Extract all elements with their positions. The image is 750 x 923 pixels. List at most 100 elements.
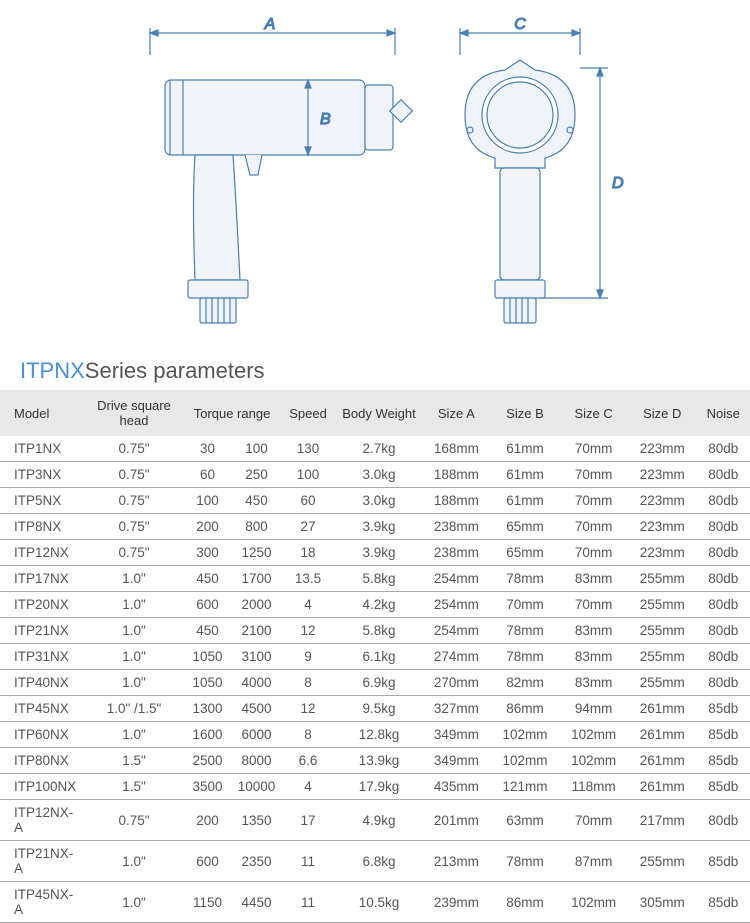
cell-noise: 85db <box>697 696 750 722</box>
cell-speed: 60 <box>280 488 336 514</box>
tool-diagram: A B <box>0 0 750 350</box>
cell-noise: 80db <box>697 540 750 566</box>
cell-torque: 350010000 <box>184 774 280 800</box>
col-size-d: Size D <box>628 390 697 436</box>
cell-weight: 3.0kg <box>336 462 422 488</box>
col-noise: Noise <box>697 390 750 436</box>
cell-size-c: 70mm <box>559 592 628 618</box>
cell-speed: 11 <box>280 882 336 923</box>
cell-drive: 0.75" <box>84 540 184 566</box>
cell-weight: 9.5kg <box>336 696 422 722</box>
cell-drive: 0.75" <box>84 514 184 540</box>
cell-noise: 80db <box>697 670 750 696</box>
cell-size-c: 102mm <box>559 882 628 923</box>
cell-size-d: 223mm <box>628 436 697 462</box>
cell-size-d: 223mm <box>628 540 697 566</box>
cell-size-d: 223mm <box>628 514 697 540</box>
cell-size-d: 255mm <box>628 670 697 696</box>
cell-size-a: 201mm <box>422 800 491 841</box>
cell-drive: 1.5" <box>84 748 184 774</box>
cell-size-d: 261mm <box>628 722 697 748</box>
cell-size-c: 87mm <box>559 841 628 882</box>
cell-size-a: 188mm <box>422 462 491 488</box>
cell-weight: 6.8kg <box>336 841 422 882</box>
cell-size-d: 255mm <box>628 644 697 670</box>
table-row: ITP31NX1.0"1050310096.1kg274mm78mm83mm25… <box>0 644 750 670</box>
table-row: ITP100NX1.5"350010000417.9kg435mm121mm11… <box>0 774 750 800</box>
cell-speed: 17 <box>280 800 336 841</box>
cell-weight: 10.5kg <box>336 882 422 923</box>
cell-model: ITP20NX <box>0 592 84 618</box>
cell-size-b: 102mm <box>491 722 560 748</box>
cell-size-c: 70mm <box>559 436 628 462</box>
cell-torque: 2001350 <box>184 800 280 841</box>
cell-speed: 12 <box>280 696 336 722</box>
cell-size-c: 70mm <box>559 514 628 540</box>
cell-weight: 12.8kg <box>336 722 422 748</box>
cell-noise: 80db <box>697 644 750 670</box>
cell-size-a: 238mm <box>422 540 491 566</box>
cell-size-a: 213mm <box>422 841 491 882</box>
cell-weight: 2.7kg <box>336 436 422 462</box>
cell-torque: 10503100 <box>184 644 280 670</box>
cell-size-b: 78mm <box>491 566 560 592</box>
cell-speed: 4 <box>280 592 336 618</box>
cell-noise: 80db <box>697 462 750 488</box>
cell-model: ITP100NX <box>0 774 84 800</box>
cell-torque: 4501700 <box>184 566 280 592</box>
dim-b-label: B <box>320 111 331 128</box>
cell-size-b: 63mm <box>491 800 560 841</box>
cell-model: ITP12NX <box>0 540 84 566</box>
cell-noise: 80db <box>697 488 750 514</box>
cell-noise: 85db <box>697 722 750 748</box>
table-row: ITP40NX1.0"1050400086.9kg270mm82mm83mm25… <box>0 670 750 696</box>
table-row: ITP8NX0.75"200800273.9kg238mm65mm70mm223… <box>0 514 750 540</box>
cell-weight: 17.9kg <box>336 774 422 800</box>
cell-torque: 6002350 <box>184 841 280 882</box>
col-speed: Speed <box>280 390 336 436</box>
cell-size-a: 435mm <box>422 774 491 800</box>
cell-noise: 80db <box>697 566 750 592</box>
table-row: ITP12NX-A0.75"2001350174.9kg201mm63mm70m… <box>0 800 750 841</box>
cell-speed: 9 <box>280 644 336 670</box>
cell-noise: 85db <box>697 748 750 774</box>
cell-size-d: 255mm <box>628 592 697 618</box>
col-size-c: Size C <box>559 390 628 436</box>
cell-speed: 6.6 <box>280 748 336 774</box>
cell-model: ITP21NX <box>0 618 84 644</box>
cell-drive: 1.0" <box>84 882 184 923</box>
cell-weight: 5.8kg <box>336 566 422 592</box>
cell-model: ITP17NX <box>0 566 84 592</box>
cell-size-b: 86mm <box>491 696 560 722</box>
cell-model: ITP5NX <box>0 488 84 514</box>
cell-weight: 5.8kg <box>336 618 422 644</box>
col-drive: Drive square head <box>84 390 184 436</box>
cell-size-a: 327mm <box>422 696 491 722</box>
col-model: Model <box>0 390 84 436</box>
cell-size-d: 255mm <box>628 618 697 644</box>
cell-drive: 0.75" <box>84 436 184 462</box>
cell-model: ITP21NX-A <box>0 841 84 882</box>
cell-noise: 85db <box>697 841 750 882</box>
cell-size-a: 349mm <box>422 722 491 748</box>
cell-model: ITP80NX <box>0 748 84 774</box>
cell-weight: 6.9kg <box>336 670 422 696</box>
col-torque: Torque range <box>184 390 280 436</box>
table-row: ITP45NX-A1.0"115044501110.5kg239mm86mm10… <box>0 882 750 923</box>
cell-drive: 1.5" <box>84 774 184 800</box>
cell-size-c: 102mm <box>559 748 628 774</box>
cell-size-d: 305mm <box>628 882 697 923</box>
cell-weight: 3.9kg <box>336 514 422 540</box>
cell-speed: 100 <box>280 462 336 488</box>
cell-torque: 10504000 <box>184 670 280 696</box>
cell-size-b: 78mm <box>491 644 560 670</box>
cell-size-c: 70mm <box>559 462 628 488</box>
cell-drive: 0.75" <box>84 488 184 514</box>
cell-torque: 3001250 <box>184 540 280 566</box>
cell-speed: 8 <box>280 670 336 696</box>
cell-size-d: 255mm <box>628 566 697 592</box>
cell-drive: 0.75" <box>84 800 184 841</box>
cell-size-b: 86mm <box>491 882 560 923</box>
cell-size-a: 254mm <box>422 618 491 644</box>
cell-size-b: 78mm <box>491 841 560 882</box>
